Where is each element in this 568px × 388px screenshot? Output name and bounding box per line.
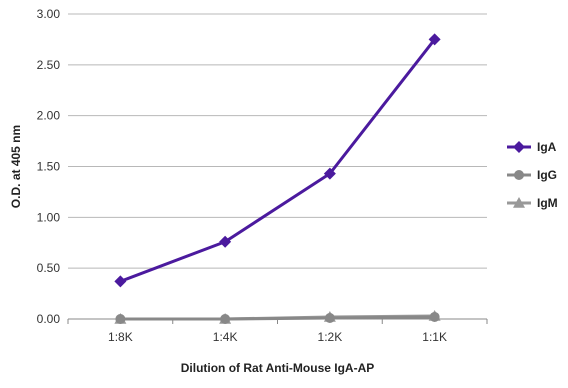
legend-item-iga: IgA <box>507 140 557 154</box>
legend-label: IgG <box>537 168 557 182</box>
gridlines <box>68 13 487 269</box>
y-tick-label: 1.00 <box>37 210 61 224</box>
data-point-iga <box>428 33 441 46</box>
x-tick-label: 1:4K <box>213 330 238 344</box>
legend-swatch-marker <box>514 170 524 180</box>
series-lines <box>114 33 441 324</box>
data-point-igg <box>324 312 335 323</box>
x-tick-label: 1:1K <box>422 330 447 344</box>
data-point-iga <box>219 235 232 248</box>
legend-item-igg: IgG <box>507 168 557 182</box>
y-axis-title: O.D. at 405 nm <box>9 125 23 208</box>
legend-swatch-marker <box>513 141 525 153</box>
series-line-iga <box>118 37 437 283</box>
data-point-igg <box>429 311 440 322</box>
legend-label: IgM <box>537 196 558 210</box>
y-tick-label: 3.00 <box>37 7 61 21</box>
axes: 0.00 0.50 1.00 1.50 2.00 2.50 3.00 1:8K 1:4K 1:2K… <box>37 7 488 344</box>
data-point-igg <box>220 314 231 324</box>
x-axis-title: Dilution of Rat Anti-Mouse IgA-AP <box>181 361 375 375</box>
y-tick-label: 0.50 <box>37 261 61 275</box>
data-point-iga <box>323 167 336 180</box>
legend-item-igm: IgM <box>507 196 558 210</box>
legend-swatch-marker <box>513 197 525 208</box>
y-tick-label: 0.00 <box>37 312 61 326</box>
legend: IgA IgG IgM <box>507 140 558 210</box>
y-tick-label: 2.00 <box>37 109 61 123</box>
data-point-iga <box>114 275 127 288</box>
x-tick-label: 1:2K <box>318 330 343 344</box>
data-point-igg <box>115 314 126 324</box>
y-tick-label: 2.50 <box>37 58 61 72</box>
y-tick-label: 1.50 <box>37 160 61 174</box>
series-line-igg <box>118 315 437 321</box>
legend-label: IgA <box>537 140 557 154</box>
x-tick-label: 1:8K <box>108 330 133 344</box>
